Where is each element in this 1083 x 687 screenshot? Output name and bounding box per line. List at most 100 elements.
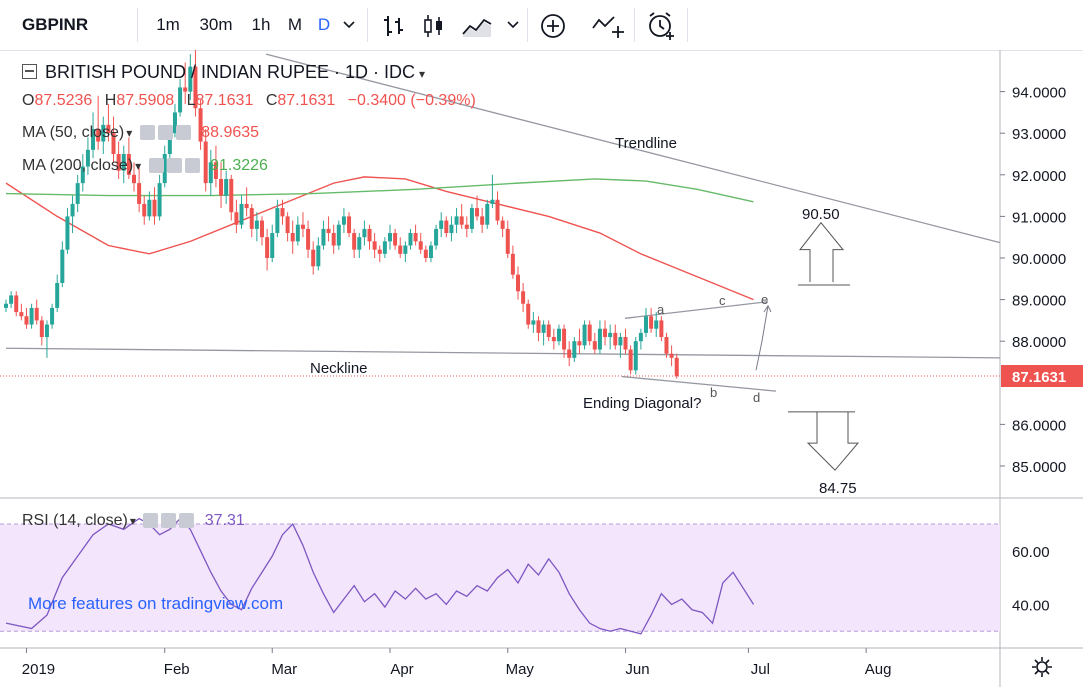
- time-tick-label: Apr: [390, 661, 413, 678]
- timeframe-day-button[interactable]: D: [317, 15, 331, 34]
- close-icon[interactable]: [175, 125, 191, 141]
- gear-icon[interactable]: [161, 513, 177, 529]
- candle: [505, 220, 510, 258]
- candle-body: [126, 154, 131, 175]
- area-chart-icon[interactable]: [460, 12, 494, 40]
- candle: [608, 324, 613, 350]
- candle: [65, 208, 70, 254]
- candle: [142, 195, 147, 225]
- candle: [377, 245, 382, 263]
- price-chart[interactable]: Trendline Neckline Ending Diagonal? a b c d e 90…: [0, 50, 1083, 687]
- candle-body: [132, 174, 136, 184]
- candle-body: [510, 253, 515, 275]
- close-icon[interactable]: [179, 513, 195, 529]
- candle-body: [444, 220, 449, 234]
- candle-body: [60, 249, 65, 283]
- gear-icon[interactable]: [1031, 656, 1053, 678]
- time-tick-label: 2019: [22, 661, 55, 678]
- candle-body: [654, 320, 659, 329]
- candle: [434, 224, 439, 250]
- candle: [229, 174, 234, 221]
- candle: [536, 316, 541, 342]
- candle: [485, 199, 490, 229]
- candle: [147, 191, 152, 221]
- candle: [382, 237, 387, 258]
- chevron-down-icon[interactable]: [342, 19, 356, 31]
- timeframe-1h-button[interactable]: 1h: [251, 15, 271, 34]
- candle-body: [592, 341, 597, 350]
- annotation-lines: [5, 53, 1001, 471]
- visibility-icon[interactable]: [148, 158, 164, 174]
- add-indicator-icon[interactable]: [539, 12, 567, 40]
- candle-body: [188, 66, 193, 92]
- chevron-down-icon[interactable]: ▾: [129, 514, 136, 528]
- candle-body: [377, 249, 382, 254]
- ma50-legend[interactable]: MA (50, close) ▾ 88.9635: [22, 124, 259, 142]
- collapse-icon[interactable]: [22, 64, 37, 79]
- candle: [44, 320, 49, 358]
- ma200-legend[interactable]: MA (200, close) ▾ 91.3226: [22, 157, 268, 175]
- candle: [285, 212, 290, 242]
- compare-icon[interactable]: [590, 12, 628, 40]
- visibility-icon[interactable]: [143, 513, 159, 529]
- candle-body: [659, 320, 664, 338]
- timeframe-month-button[interactable]: M: [287, 15, 303, 34]
- candle: [137, 166, 142, 213]
- tradingview-watermark-link[interactable]: More features on tradingview.com: [28, 594, 284, 613]
- candle-body: [408, 233, 413, 246]
- chart-title: BRITISH POUND / INDIAN RUPEE · 1D · IDC: [45, 62, 416, 82]
- candle-body: [106, 124, 111, 134]
- price-tick-label: 86.0000: [1012, 417, 1066, 434]
- candle-body: [388, 233, 392, 242]
- alarm-icon[interactable]: [645, 9, 677, 41]
- timeframe-1m-button[interactable]: 1m: [156, 15, 180, 34]
- candle: [321, 220, 326, 250]
- candle-body: [44, 324, 49, 338]
- candle: [357, 233, 362, 258]
- price-tick-label: 91.0000: [1012, 209, 1066, 226]
- ma50-value: 88.9635: [201, 124, 260, 141]
- open-label: O: [22, 92, 35, 109]
- rsi-tick-label: 40.00: [1012, 597, 1050, 614]
- candle: [654, 312, 659, 338]
- candle-body: [454, 216, 459, 225]
- candle: [418, 233, 423, 254]
- symbol-search-button[interactable]: GBPINR: [22, 15, 89, 34]
- candle-body: [556, 328, 561, 342]
- candle-body: [418, 241, 423, 250]
- visibility-icon[interactable]: [139, 125, 155, 141]
- candle: [331, 224, 336, 254]
- candle-body: [316, 245, 321, 267]
- candle-body: [213, 162, 218, 179]
- candle: [275, 199, 280, 238]
- candle-body: [536, 320, 541, 333]
- candle-body: [167, 133, 172, 154]
- chevron-down-icon[interactable]: ▾: [419, 67, 426, 81]
- candle-body: [19, 312, 24, 317]
- candle: [572, 337, 577, 362]
- candle-body: [29, 307, 34, 325]
- close-icon[interactable]: [184, 158, 200, 174]
- arrow-up-icon: [798, 221, 850, 286]
- candle-body: [336, 224, 341, 246]
- chevron-down-icon[interactable]: ▾: [135, 159, 142, 173]
- candle: [669, 345, 674, 367]
- candle-body: [434, 228, 439, 246]
- candle-body: [352, 233, 357, 250]
- wave-label-d: d: [753, 390, 760, 405]
- rsi-legend[interactable]: RSI (14, close) ▾ 37.31: [22, 512, 245, 530]
- gear-icon[interactable]: [166, 158, 182, 174]
- candle: [551, 328, 556, 350]
- candle-body: [500, 220, 505, 229]
- bar-chart-icon[interactable]: [380, 12, 408, 40]
- wave-label-a: a: [657, 302, 665, 317]
- chevron-down-icon[interactable]: [506, 19, 520, 31]
- gear-icon[interactable]: [157, 125, 173, 141]
- chevron-down-icon[interactable]: ▾: [126, 126, 133, 140]
- diagonal-lower-line: [621, 375, 777, 392]
- timeframe-30m-button[interactable]: 30m: [199, 15, 233, 34]
- candlestick-icon[interactable]: [420, 12, 448, 40]
- candle: [475, 195, 480, 221]
- candle: [101, 116, 106, 154]
- candle-body: [198, 108, 203, 142]
